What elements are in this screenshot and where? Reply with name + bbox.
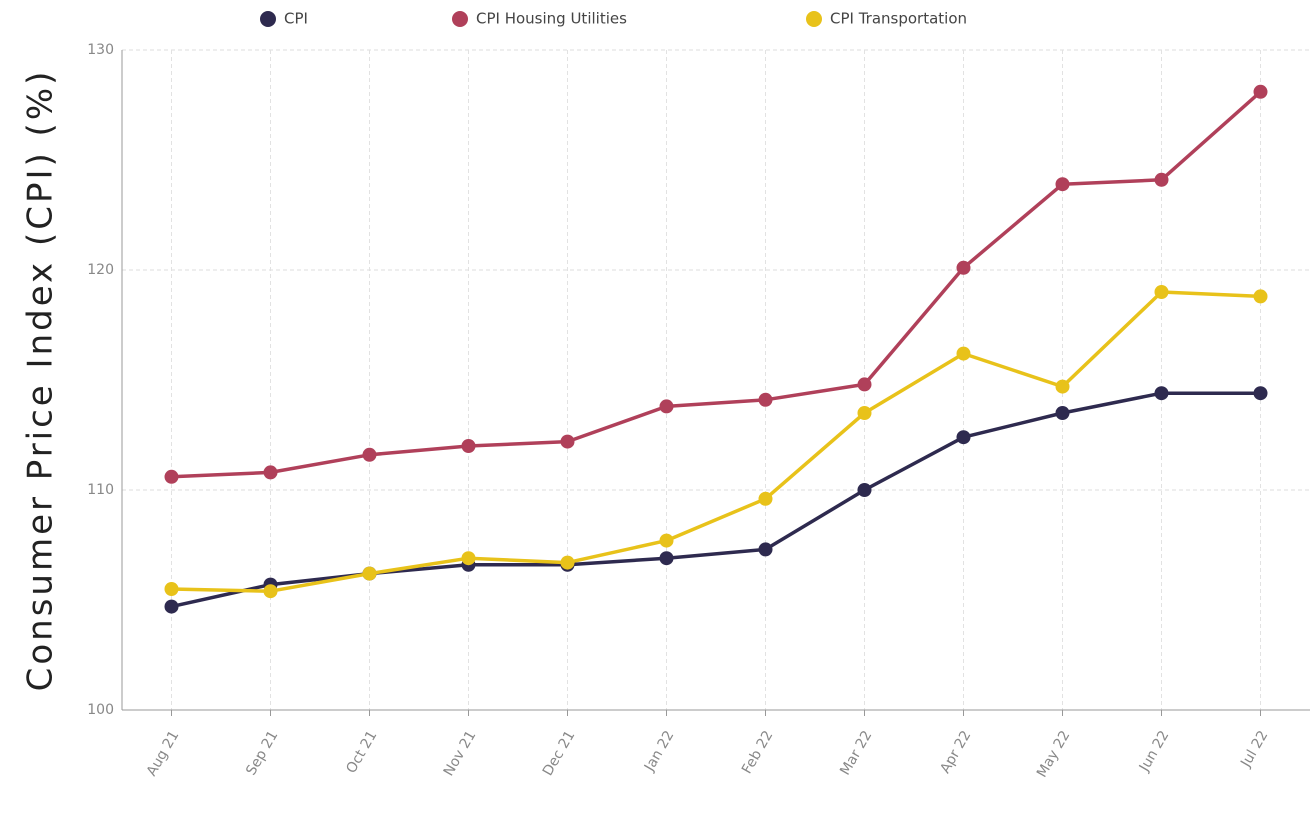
y-tick-label: 120: [87, 262, 114, 278]
point: [1253, 289, 1268, 304]
point: [758, 542, 773, 557]
x-tick-label: Sep 21: [243, 728, 281, 778]
x-tick-label: Nov 21: [441, 728, 480, 779]
point: [659, 533, 674, 548]
point: [1154, 386, 1169, 401]
series-line: [171, 391, 1261, 609]
legend-label: CPI: [284, 10, 308, 28]
point: [461, 551, 476, 566]
point: [560, 555, 575, 570]
point: [956, 346, 971, 361]
x-tick-label: Apr 22: [937, 728, 974, 776]
x-tick-label: Oct 21: [343, 728, 380, 776]
point: [758, 491, 773, 506]
point: [164, 469, 179, 484]
point: [560, 434, 575, 449]
point: [1154, 285, 1169, 299]
point: [1055, 379, 1070, 394]
point: [659, 551, 674, 566]
point: [659, 399, 674, 414]
legend-marker: [452, 11, 468, 27]
legend-marker: [260, 11, 276, 27]
y-axis-label: Consumer Price Index (CPI) (%): [21, 69, 61, 692]
legend-label: CPI Housing Utilities: [476, 10, 627, 28]
point: [956, 430, 971, 445]
point: [1253, 84, 1268, 99]
point: [1055, 177, 1070, 192]
y-tick-label: 100: [87, 702, 114, 718]
x-tick-label: Dec 21: [540, 728, 579, 779]
point: [857, 377, 872, 392]
y-tick-label: 130: [87, 42, 114, 58]
x-tick-label: May 22: [1034, 728, 1073, 780]
x-tick-label: Feb 22: [739, 728, 776, 777]
legend-marker: [806, 11, 822, 27]
x-tick-label: Jun 22: [1136, 728, 1172, 775]
legend-label: CPI Transportation: [830, 10, 967, 28]
point: [263, 584, 278, 599]
x-tick-label: Jul 22: [1237, 728, 1271, 771]
point: [263, 465, 278, 480]
point: [164, 599, 179, 614]
x-tick-label: Jan 22: [641, 728, 677, 775]
point: [1253, 386, 1268, 401]
point: [362, 447, 377, 462]
point: [857, 406, 872, 420]
point: [1055, 406, 1070, 420]
point: [758, 392, 773, 407]
point: [362, 566, 377, 581]
point: [164, 582, 179, 596]
y-tick-label: 110: [87, 482, 114, 498]
point: [956, 260, 971, 275]
point: [857, 483, 872, 497]
series-line: [171, 290, 1261, 593]
x-tick-label: Aug 21: [144, 728, 183, 779]
point: [461, 439, 476, 453]
point: [1154, 172, 1169, 187]
series-line: [171, 90, 1262, 479]
x-tick-label: Mar 22: [837, 728, 875, 778]
